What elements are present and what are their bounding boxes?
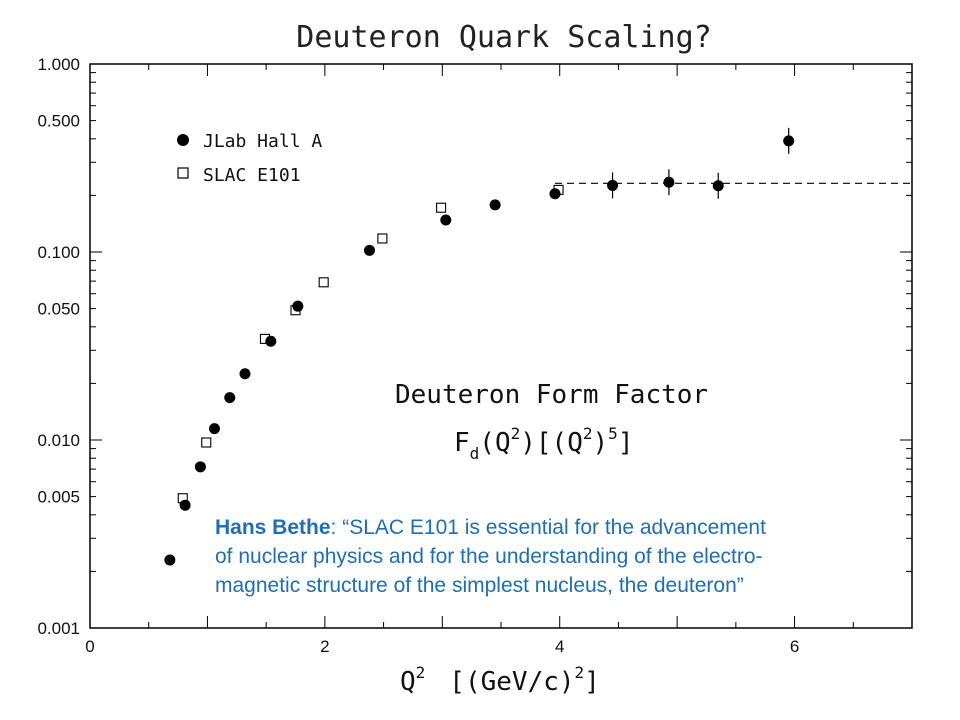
point-slac xyxy=(553,184,564,195)
point-jlab xyxy=(265,335,277,347)
x-axis-label: Q2 [(GeV/c)2] xyxy=(400,663,600,697)
point-jlab xyxy=(489,199,501,211)
y-tick-label: 0.005 xyxy=(37,488,80,507)
x-tick-label: 2 xyxy=(320,637,329,656)
x-tick-label: 0 xyxy=(85,637,94,656)
point-jlab xyxy=(179,499,191,511)
y-tick-label: 0.010 xyxy=(37,431,80,450)
point-jlab xyxy=(194,461,206,473)
point-slac xyxy=(201,437,212,448)
x-tick-label: 6 xyxy=(790,637,799,656)
annotation-line1: Deuteron Form Factor xyxy=(395,380,708,410)
point-jlab xyxy=(663,176,675,188)
chart-title: Deuteron Quark Scaling? xyxy=(296,20,711,55)
quote: Hans Bethe: “SLAC E101 is essential for … xyxy=(215,516,766,597)
axis-tick-labels: 0 2 4 6 0.001 0.005 0.010 0.050 0.100 0.500 1.000 xyxy=(37,55,799,656)
y-tick-label: 0.500 xyxy=(37,112,80,131)
point-jlab xyxy=(607,179,619,191)
x-tick-label: 4 xyxy=(555,637,564,656)
y-tick-label: 0.100 xyxy=(37,243,80,262)
point-slac xyxy=(290,305,301,316)
point-jlab xyxy=(164,554,176,566)
quote-line2: of nuclear physics and for the understan… xyxy=(215,545,763,568)
quote-line1: Hans Bethe: “SLAC E101 is essential for … xyxy=(215,516,766,539)
legend: JLab Hall A SLAC E101 xyxy=(177,131,322,186)
point-slac xyxy=(377,233,388,244)
data-points xyxy=(164,127,795,566)
y-tick-label: 1.000 xyxy=(37,55,80,74)
point-jlab xyxy=(239,368,251,380)
point-slac xyxy=(259,333,271,344)
axis-ticks xyxy=(89,64,913,629)
point-jlab xyxy=(549,188,561,200)
legend-label-slac: SLAC E101 xyxy=(203,165,301,186)
point-jlab xyxy=(440,214,452,226)
point-jlab xyxy=(712,180,724,192)
point-slac xyxy=(436,202,447,213)
annotation-formula: Fd(Q2)[(Q2)5] xyxy=(454,424,633,463)
point-jlab xyxy=(208,423,220,435)
legend-marker-jlab xyxy=(177,134,189,146)
point-jlab xyxy=(783,135,795,147)
point-slac xyxy=(177,493,188,504)
y-tick-label: 0.050 xyxy=(37,300,80,319)
legend-marker-slac xyxy=(177,167,189,179)
quote-author: Hans Bethe xyxy=(215,516,331,539)
point-slac xyxy=(318,277,329,288)
point-jlab xyxy=(224,392,236,404)
point-jlab xyxy=(363,244,375,256)
quote-line3: magnetic structure of the simplest nucle… xyxy=(215,574,744,597)
legend-label-jlab: JLab Hall A xyxy=(203,131,322,152)
y-tick-label: 0.001 xyxy=(37,619,80,638)
